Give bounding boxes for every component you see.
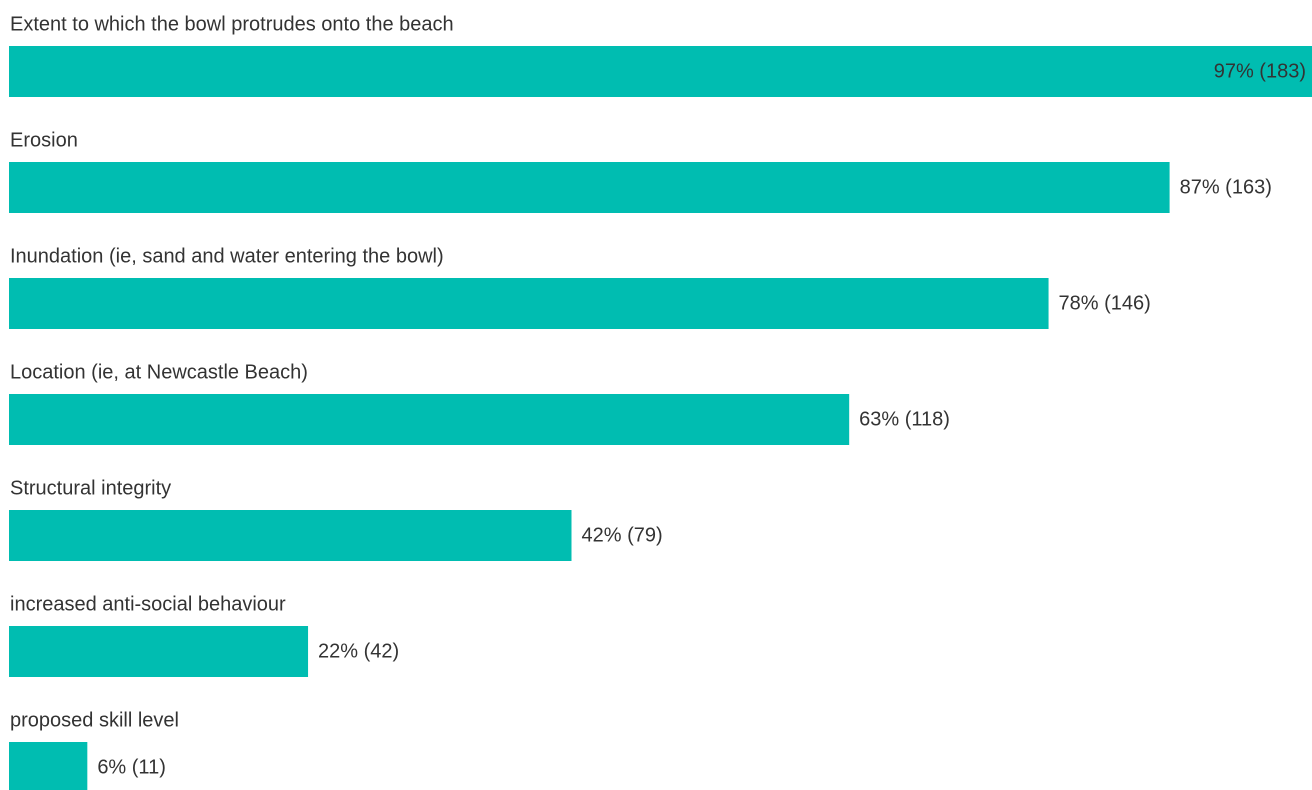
value-label: 78% (146) [1059,292,1151,314]
category-label: Structural integrity [10,477,171,499]
value-label: 87% (163) [1180,176,1272,198]
category-label: Location (ie, at Newcastle Beach) [10,361,308,383]
category-label: Extent to which the bowl protrudes onto … [10,13,454,35]
value-label: 63% (118) [859,408,950,430]
category-label: increased anti-social behaviour [10,593,286,615]
bar [9,278,1049,329]
category-label: Inundation (ie, sand and water entering … [10,245,444,267]
bar [9,394,850,445]
bar [9,162,1170,213]
bar [9,742,88,790]
category-label: Erosion [10,129,78,151]
bar [9,626,309,677]
bar [9,46,1312,97]
value-label: 42% (79) [581,524,662,546]
value-label: 6% (11) [97,756,166,778]
value-label: 22% (42) [318,640,399,662]
category-label: proposed skill level [10,709,179,731]
value-label: 97% (183) [1214,60,1306,82]
bar [9,510,572,561]
